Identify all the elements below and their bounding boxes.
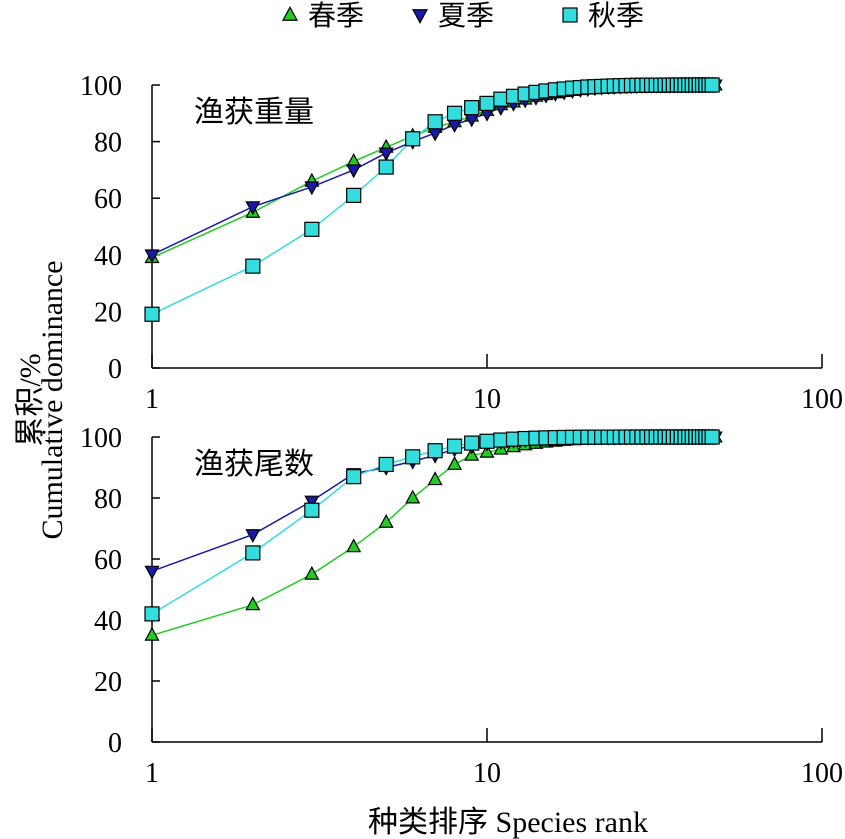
y-tick-label: 80 [94, 484, 122, 515]
data-point [427, 471, 443, 486]
x-tick-label: 1 [145, 758, 159, 789]
x-tick-label: 1 [145, 384, 159, 415]
data-point [447, 456, 463, 470]
data-point [245, 201, 261, 216]
data-point [245, 529, 261, 544]
data-point [144, 565, 160, 580]
y-tick-label: 40 [94, 241, 122, 272]
panel-catch-number: 0 20 40 60 80 100 1 10 100 渔获尾数 [80, 423, 843, 789]
data-point [405, 449, 421, 465]
y-tick-label: 100 [80, 71, 122, 102]
data-point [245, 545, 261, 561]
panel-title: 渔获尾数 [194, 448, 314, 481]
y-tick-label: 60 [94, 545, 122, 576]
data-point [479, 95, 495, 111]
data-point [346, 469, 362, 485]
series-markers-2 [144, 429, 720, 622]
data-point [346, 164, 362, 179]
legend-label-2: 秋季 [588, 0, 644, 32]
data-point [144, 606, 160, 622]
data-point [144, 249, 160, 264]
legend: 春季 夏季 秋季 [281, 0, 644, 32]
y-tick-label: 100 [80, 423, 122, 454]
series-markers-2 [144, 77, 720, 322]
legend-marker-1 [411, 9, 429, 24]
legend-marker-0 [281, 6, 299, 21]
legend-label-1: 夏季 [438, 0, 494, 32]
data-point [346, 538, 362, 553]
data-point [245, 258, 261, 274]
data-point [405, 489, 421, 504]
data-point [304, 502, 320, 518]
data-point [378, 513, 394, 528]
y-axis-label-en: Cumulative dominance [36, 260, 69, 539]
x-tick-label: 100 [801, 384, 843, 415]
y-tick-label: 20 [94, 667, 122, 698]
data-point [378, 456, 394, 473]
data-point [144, 306, 160, 322]
data-point [304, 495, 320, 510]
data-point [446, 105, 463, 121]
x-tick-label: 10 [473, 384, 501, 415]
legend-label-0: 春季 [308, 0, 364, 32]
data-point [378, 159, 394, 175]
data-point [479, 433, 495, 449]
data-point [427, 114, 443, 130]
data-point [304, 181, 320, 196]
legend-marker-2 [562, 7, 578, 23]
data-point [493, 91, 509, 107]
data-point [405, 131, 421, 147]
y-tick-label: 60 [94, 184, 122, 215]
y-tick-label: 0 [108, 354, 122, 385]
data-point [704, 429, 720, 445]
data-point [493, 432, 509, 448]
data-point [144, 626, 160, 641]
y-tick-label: 40 [94, 606, 122, 637]
panel-catch-weight: 0 20 40 60 80 100 1 10 100 渔获重量 [80, 71, 843, 415]
x-axis-label: 种类排序 Species rank [368, 806, 648, 839]
data-point [378, 147, 394, 162]
data-point [464, 100, 480, 116]
panel-title: 渔获重量 [194, 96, 314, 129]
data-point [245, 596, 261, 611]
data-point [346, 187, 362, 203]
y-tick-label: 20 [94, 297, 122, 328]
data-point [446, 438, 463, 454]
x-tick-label: 100 [801, 758, 843, 789]
data-point [304, 565, 320, 580]
data-point [704, 77, 720, 93]
data-point [427, 443, 443, 459]
data-point [304, 221, 320, 237]
y-tick-label: 80 [94, 128, 122, 159]
x-tick-label: 10 [473, 758, 501, 789]
data-point [464, 435, 480, 451]
y-tick-label: 0 [108, 728, 122, 759]
y-axis-label-cn: 累积/% [14, 353, 47, 446]
